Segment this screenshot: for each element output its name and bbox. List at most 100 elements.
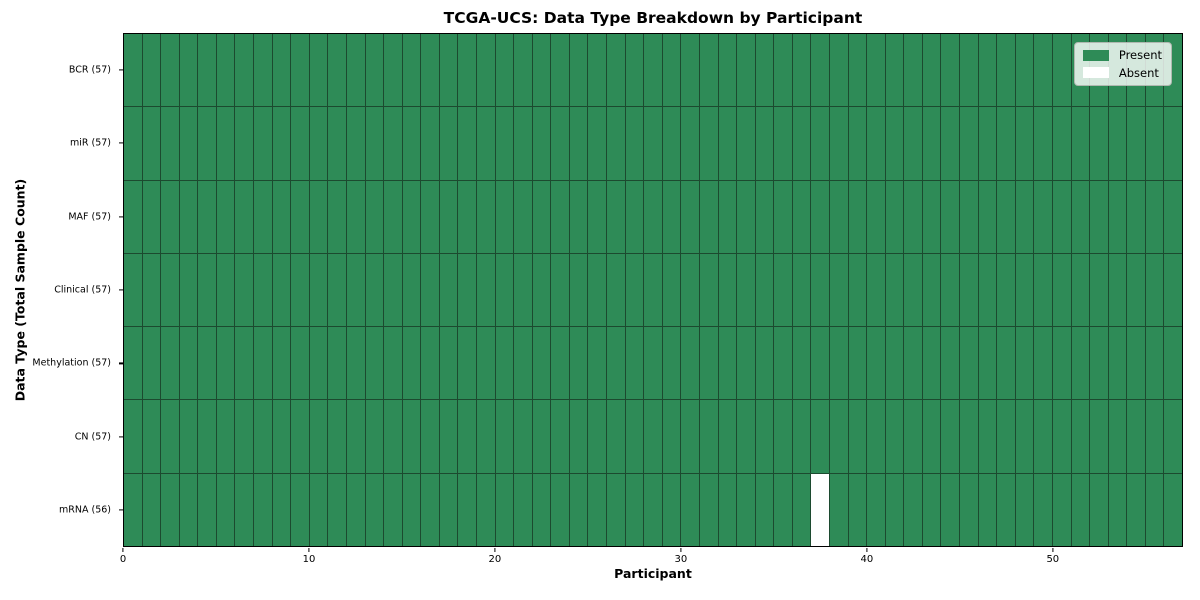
heatmap-cell — [1052, 473, 1071, 546]
x-tick-mark — [308, 547, 310, 552]
heatmap-cell — [588, 107, 607, 180]
heatmap-cell — [458, 253, 476, 327]
heatmap-cell — [235, 34, 254, 107]
heatmap-cell — [607, 400, 625, 473]
heatmap-cell — [960, 253, 978, 327]
y-tick-mark — [119, 289, 123, 291]
heatmap-cell — [272, 107, 291, 180]
heatmap-cell — [1071, 180, 1090, 253]
heatmap-cell — [941, 327, 960, 400]
heatmap-cell — [569, 473, 588, 546]
heatmap-cell — [997, 253, 1015, 327]
heatmap-cell — [1145, 180, 1164, 253]
heatmap-cell — [458, 180, 476, 253]
heatmap-cell — [161, 253, 179, 327]
heatmap-cell — [1071, 400, 1090, 473]
heatmap-cell — [960, 473, 978, 546]
heatmap-cell — [235, 327, 254, 400]
heatmap-cell — [421, 34, 439, 107]
heatmap-cell — [161, 107, 179, 180]
heatmap-cell — [699, 253, 718, 327]
heatmap-cell — [885, 253, 904, 327]
heatmap-cell — [458, 107, 476, 180]
heatmap-cell — [829, 473, 848, 546]
heatmap-cell — [1145, 107, 1164, 180]
heatmap-cell — [198, 34, 216, 107]
heatmap-cell — [867, 327, 885, 400]
legend-item-absent: Absent — [1082, 66, 1162, 80]
heatmap-cell — [216, 107, 235, 180]
heatmap-cell — [978, 180, 997, 253]
heatmap-cell — [867, 400, 885, 473]
heatmap-cell — [514, 400, 532, 473]
heatmap-cell — [1127, 400, 1145, 473]
heatmap-cell — [1145, 253, 1164, 327]
heatmap-cell — [254, 400, 272, 473]
y-tick-mark — [119, 215, 123, 218]
heatmap-cell — [699, 34, 718, 107]
y-tick-label: BCR (57) — [68, 64, 111, 76]
heatmap-cell — [179, 327, 198, 400]
heatmap-cell — [1108, 180, 1127, 253]
heatmap-cell — [1071, 107, 1090, 180]
heatmap-cell — [755, 327, 774, 400]
x-tick-mark — [680, 547, 682, 552]
heatmap-cell — [291, 34, 309, 107]
heatmap-cell — [346, 400, 365, 473]
heatmap-cell — [272, 400, 291, 473]
heatmap-cell — [1015, 180, 1034, 253]
heatmap-cell — [495, 473, 514, 546]
heatmap-cell — [811, 107, 829, 180]
heatmap-cell — [644, 180, 662, 253]
heatmap-cell — [662, 327, 681, 400]
heatmap-cell — [922, 473, 941, 546]
heatmap-cell — [1164, 107, 1182, 180]
heatmap-cell — [1127, 107, 1145, 180]
heatmap-cell — [161, 400, 179, 473]
heatmap-cell — [569, 327, 588, 400]
heatmap-cell — [439, 180, 458, 253]
heatmap-cell — [1034, 180, 1052, 253]
heatmap-cell — [941, 180, 960, 253]
heatmap-cell — [885, 327, 904, 400]
heatmap-cell — [514, 327, 532, 400]
heatmap-cell — [439, 327, 458, 400]
heatmap-cell — [421, 400, 439, 473]
heatmap-cell — [439, 34, 458, 107]
heatmap-cell — [718, 34, 737, 107]
heatmap-cell — [774, 253, 792, 327]
heatmap-cell — [829, 253, 848, 327]
heatmap-cell — [402, 473, 421, 546]
heatmap-cell — [829, 34, 848, 107]
heatmap-cell — [216, 34, 235, 107]
heatmap-cell — [978, 400, 997, 473]
heatmap-cell — [198, 253, 216, 327]
heatmap-cell — [792, 253, 811, 327]
heatmap-cell — [737, 253, 755, 327]
heatmap-cell — [254, 180, 272, 253]
heatmap-cell — [1034, 400, 1052, 473]
heatmap-cell — [1015, 400, 1034, 473]
heatmap-cell — [384, 473, 402, 546]
heatmap-cell — [699, 327, 718, 400]
heatmap-cell — [495, 327, 514, 400]
heatmap-cell — [588, 180, 607, 253]
heatmap-cell — [384, 34, 402, 107]
heatmap-cell — [1071, 327, 1090, 400]
heatmap-cell — [588, 253, 607, 327]
heatmap-cell — [1034, 34, 1052, 107]
heatmap-cell — [922, 180, 941, 253]
heatmap-cell — [1145, 327, 1164, 400]
heatmap-cell — [216, 327, 235, 400]
heatmap-cell — [792, 400, 811, 473]
heatmap-cell — [941, 253, 960, 327]
heatmap-cell — [142, 327, 161, 400]
heatmap-cell — [978, 253, 997, 327]
heatmap-cell — [960, 107, 978, 180]
heatmap-cell — [904, 107, 922, 180]
heatmap-cell — [569, 34, 588, 107]
heatmap-cell — [216, 473, 235, 546]
heatmap-cell — [551, 107, 569, 180]
heatmap-cell — [997, 107, 1015, 180]
heatmap-cell — [124, 34, 142, 107]
